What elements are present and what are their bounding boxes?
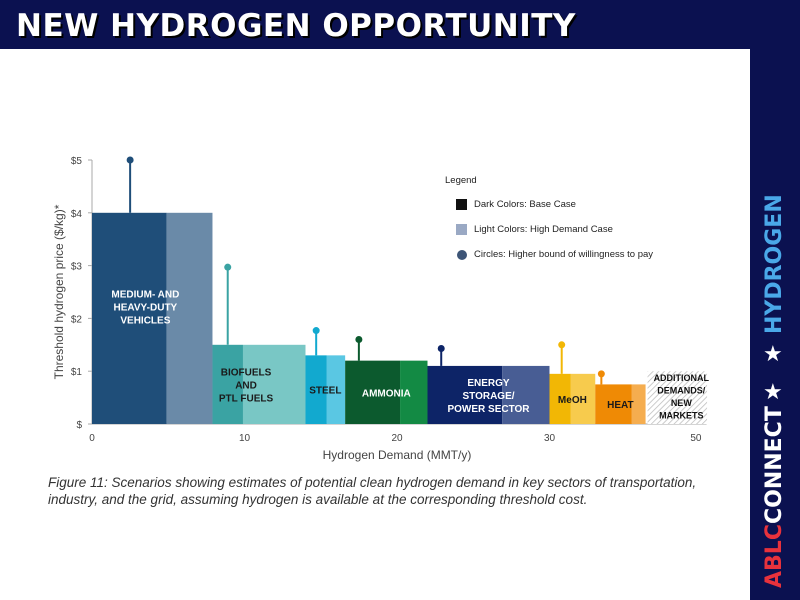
legend-item-label: Circles: Higher bound of willingness to … [474, 249, 654, 260]
brand-sidebar: HYDROGEN ★ ★ ABLCCONNECT [750, 0, 800, 600]
x-tick-label: 20 [391, 433, 403, 444]
star-icon: ★ [763, 379, 783, 404]
brand-abl: ABLC [762, 524, 787, 588]
bar-high-demand-case [326, 355, 346, 424]
willingness-circle [355, 336, 363, 344]
y-tick-label: $ [76, 420, 82, 431]
sector-label: ENERGY [467, 378, 510, 389]
willingness-circle [312, 327, 320, 335]
title-banner: NEW HYDROGEN OPPORTUNITY [0, 0, 750, 49]
x-axis-label: Hydrogen Demand (MMT/y) [323, 448, 472, 462]
bar-base-case [92, 212, 167, 424]
willingness-circle [224, 263, 232, 271]
bar-high-demand-case [502, 365, 550, 424]
bar-base-case [595, 384, 632, 424]
sector-label: BIOFUELS [221, 367, 272, 378]
bar-high-demand-case [570, 373, 596, 424]
additional-label: NEW [671, 398, 693, 408]
brand-ablc-connect: ABLCCONNECT [762, 406, 787, 588]
bar-additional-demands [647, 371, 708, 424]
x-tick-label: 50 [690, 433, 702, 444]
bar-base-case [212, 344, 243, 424]
y-tick-label: $5 [71, 156, 83, 167]
y-tick-label: $3 [71, 262, 83, 273]
x-tick-label: 10 [239, 433, 251, 444]
brand-connect: CONNECT [762, 406, 787, 525]
legend-item-label: Dark Colors: Base Case [474, 199, 576, 210]
sector-label: VEHICLES [120, 315, 170, 326]
sector-label: AND [235, 380, 257, 391]
sector-label: AMMONIA [362, 388, 411, 399]
brand-hydrogen: HYDROGEN [762, 194, 787, 334]
x-tick-label: 30 [544, 433, 556, 444]
y-tick-label: $4 [71, 209, 83, 220]
legend-swatch-dark [456, 199, 467, 210]
willingness-circle [597, 370, 605, 378]
bar-base-case [427, 365, 503, 424]
additional-label: MARKETS [659, 411, 704, 421]
y-tick-label: $1 [71, 367, 83, 378]
star-icon: ★ [763, 341, 783, 366]
willingness-circle [437, 344, 445, 352]
x-tick-label: 0 [89, 433, 95, 444]
sector-label: MeOH [558, 395, 587, 406]
legend-item-label: Light Colors: High Demand Case [474, 224, 613, 235]
page-title: NEW HYDROGEN OPPORTUNITY [16, 8, 576, 44]
willingness-circle [126, 156, 134, 164]
sector-label: MEDIUM- AND [111, 289, 179, 300]
additional-label: DEMANDS/ [657, 386, 706, 396]
bar-high-demand-case [400, 360, 428, 424]
bar-high-demand-case [242, 344, 306, 424]
legend-circle-icon [457, 250, 467, 260]
sector-label: STEEL [309, 386, 341, 397]
bar-high-demand-case [166, 212, 213, 424]
bar-base-case [345, 360, 401, 424]
sector-label: STORAGE/ [462, 391, 514, 402]
sector-label: HEAT [607, 400, 633, 411]
legend-title: Legend [445, 175, 477, 186]
sector-label: PTL FUELS [219, 393, 274, 404]
sector-label: HEAVY-DUTY [114, 302, 178, 313]
additional-label: ADDITIONAL [654, 373, 710, 383]
figure-caption: Figure 11: Scenarios showing estimates o… [48, 475, 697, 507]
sector-label: POWER SECTOR [447, 404, 530, 415]
y-axis-label: Threshold hydrogen price ($/kg)* [52, 204, 66, 379]
y-tick-label: $2 [71, 314, 83, 325]
bar-high-demand-case [631, 384, 646, 424]
willingness-circle [558, 341, 566, 349]
bar-base-case [549, 373, 571, 424]
hydrogen-demand-chart: $ $1 $2 $3 $4 $5 0 10 20 30 50 MEDIUM- AND HEAVY-DU… [52, 156, 710, 462]
legend-swatch-light [456, 224, 467, 235]
bar-base-case [305, 355, 327, 424]
